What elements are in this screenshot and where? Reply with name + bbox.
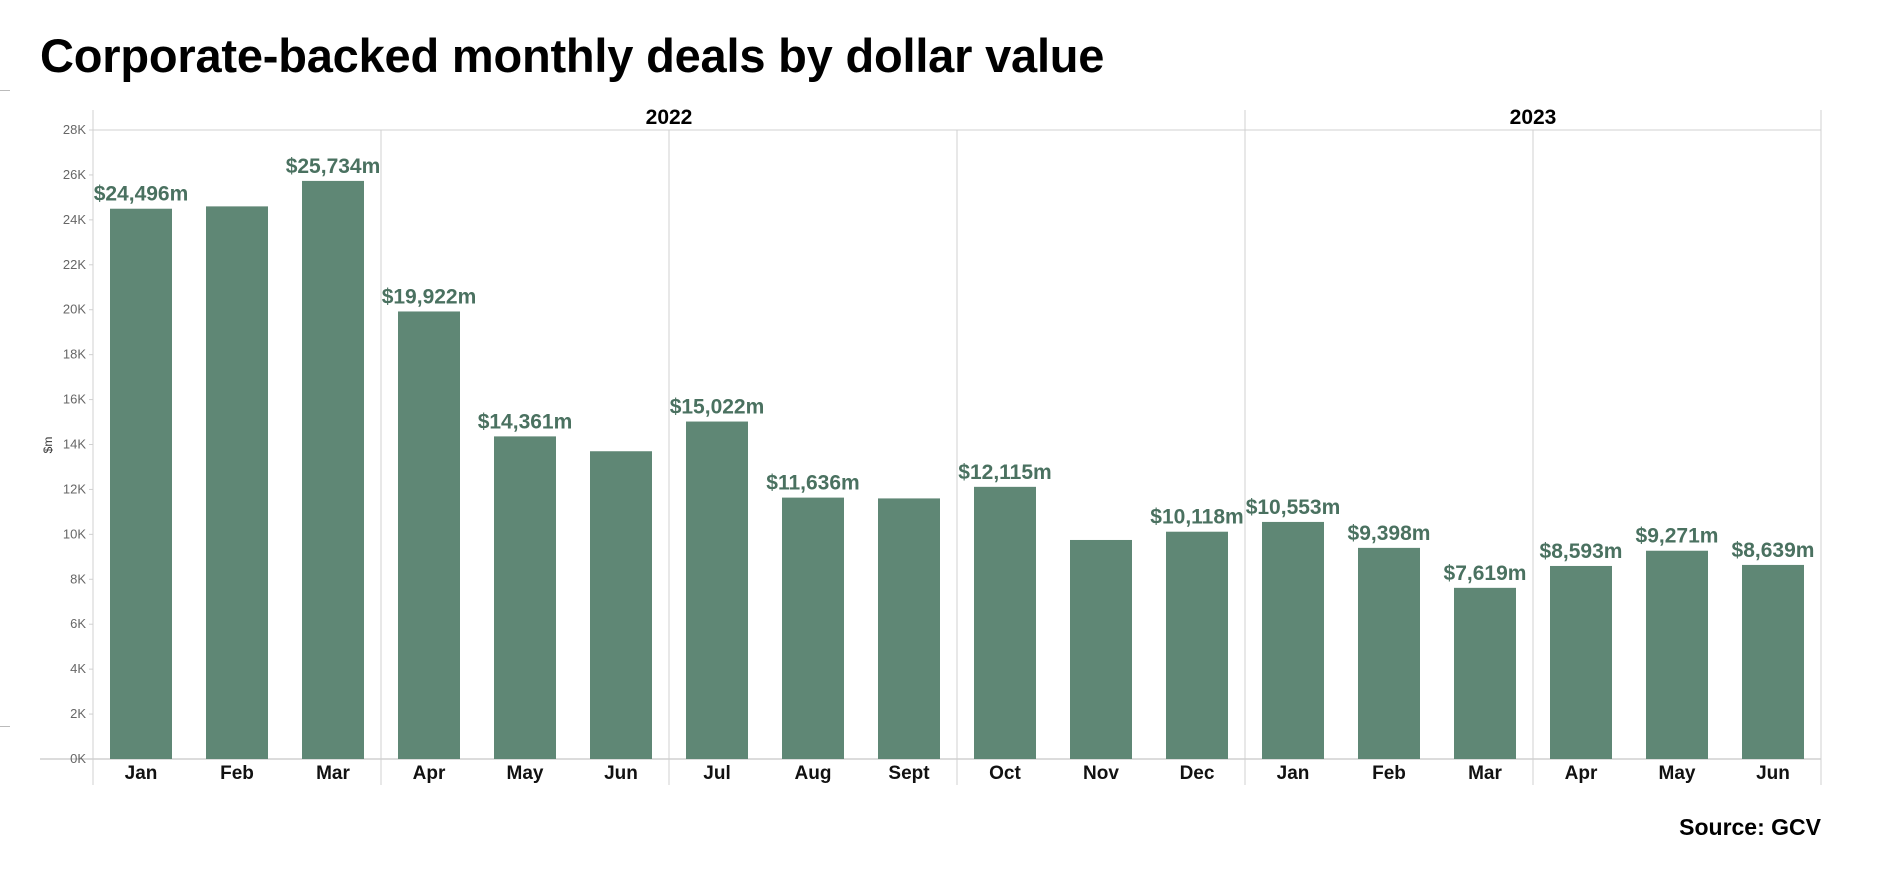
y-tick-label: 10K bbox=[63, 526, 86, 541]
y-tick-label: 6K bbox=[70, 616, 86, 631]
bar bbox=[1646, 550, 1708, 759]
bar bbox=[1262, 521, 1324, 759]
bar bbox=[590, 451, 652, 759]
x-tick-label: Apr bbox=[413, 763, 446, 784]
y-tick-label: 14K bbox=[63, 437, 86, 452]
bar bbox=[1358, 547, 1420, 759]
data-label: $24,496m bbox=[94, 183, 189, 206]
bar bbox=[1742, 564, 1804, 759]
year-header: 2022 bbox=[646, 106, 693, 129]
bar bbox=[398, 311, 460, 759]
data-label: $9,398m bbox=[1348, 522, 1431, 545]
data-label: $9,271m bbox=[1636, 525, 1719, 548]
data-label: $8,639m bbox=[1732, 539, 1815, 562]
bar bbox=[974, 486, 1036, 759]
bar bbox=[206, 206, 268, 760]
y-tick-label: 24K bbox=[63, 212, 86, 227]
bar bbox=[1454, 587, 1516, 759]
x-tick-label: May bbox=[507, 763, 544, 784]
x-tick-label: Mar bbox=[316, 763, 350, 784]
data-label: $19,922m bbox=[382, 285, 477, 308]
y-tick-label: 16K bbox=[63, 392, 86, 407]
y-tick-label: 28K bbox=[63, 122, 86, 137]
bar bbox=[1550, 565, 1612, 759]
y-tick-label: 20K bbox=[63, 302, 86, 317]
x-tick-label: Apr bbox=[1565, 763, 1598, 784]
data-label: $12,115m bbox=[958, 461, 1051, 484]
y-tick-label: 8K bbox=[70, 571, 86, 586]
y-tick-label: 0K bbox=[70, 751, 86, 766]
x-tick-label: Jun bbox=[604, 763, 638, 784]
x-tick-label: Aug bbox=[795, 763, 832, 784]
data-label: $8,593m bbox=[1540, 540, 1623, 563]
y-tick-label: 22K bbox=[63, 257, 86, 272]
data-label: $14,361m bbox=[478, 410, 573, 433]
x-tick-label: Jun bbox=[1756, 763, 1790, 784]
x-tick-label: Mar bbox=[1468, 763, 1502, 784]
left-edge-mark bbox=[0, 90, 10, 91]
x-tick-label: Dec bbox=[1180, 763, 1215, 784]
x-tick-label: Sept bbox=[888, 763, 930, 784]
bar bbox=[1070, 539, 1132, 759]
y-tick-label: 12K bbox=[63, 481, 86, 496]
x-tick-label: Jul bbox=[703, 763, 730, 784]
x-tick-label: May bbox=[1659, 763, 1696, 784]
x-tick-label: Jan bbox=[125, 763, 158, 784]
year-header: 2023 bbox=[1510, 106, 1557, 129]
x-tick-label: Feb bbox=[220, 763, 254, 784]
bar bbox=[494, 436, 556, 759]
chart-title: Corporate-backed monthly deals by dollar… bbox=[40, 29, 1105, 82]
y-tick-label: 26K bbox=[63, 167, 86, 182]
x-tick-label: Nov bbox=[1083, 763, 1119, 784]
x-tick-label: Oct bbox=[989, 763, 1021, 784]
data-label: $25,734m bbox=[286, 155, 381, 178]
y-tick-label: 4K bbox=[70, 661, 86, 676]
bar bbox=[110, 208, 172, 760]
source-note: Source: GCV bbox=[1679, 814, 1821, 840]
data-label: $7,619m bbox=[1444, 562, 1527, 585]
left-edge-mark bbox=[0, 726, 10, 727]
x-tick-label: Feb bbox=[1372, 763, 1406, 784]
y-tick-label: 18K bbox=[63, 347, 86, 362]
y-axis-label: $m bbox=[41, 437, 55, 454]
data-label: $15,022m bbox=[670, 396, 765, 419]
bar bbox=[878, 498, 940, 759]
x-tick-label: Jan bbox=[1277, 763, 1310, 784]
bar bbox=[302, 180, 364, 760]
data-label: $10,118m bbox=[1150, 506, 1243, 529]
data-label: $11,636m bbox=[766, 472, 859, 495]
data-label: $10,553m bbox=[1246, 496, 1341, 519]
y-tick-label: 2K bbox=[70, 706, 86, 721]
bar bbox=[1166, 531, 1228, 759]
bar bbox=[686, 421, 748, 759]
bar bbox=[782, 497, 844, 759]
